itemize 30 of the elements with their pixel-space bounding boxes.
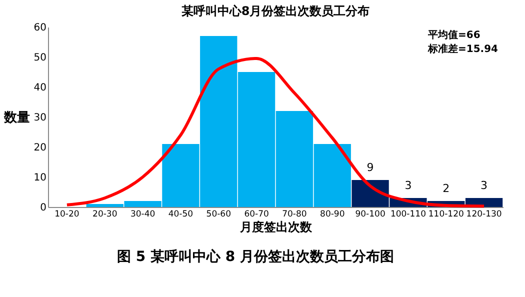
annotation: 平均值=66	[427, 29, 480, 41]
x-tick-label: 120-130	[466, 210, 502, 220]
annotation: 标准差=15.94	[427, 43, 498, 55]
data-label: 2	[442, 182, 450, 195]
y-tick-label: 20	[34, 142, 46, 154]
x-tick-label: 50-60	[206, 210, 231, 220]
y-axis-title: 数量	[2, 110, 30, 126]
x-tick-label: 40-50	[168, 210, 194, 220]
x-tick-label: 20-30	[92, 210, 118, 220]
y-tick-label: 10	[34, 172, 46, 184]
y-tick-label: 40	[34, 82, 46, 94]
x-tick-label: 30-40	[130, 210, 156, 220]
x-tick-label: 110-120	[428, 210, 464, 220]
y-tick-label: 30	[34, 112, 46, 124]
x-tick-label: 100-110	[390, 210, 426, 220]
y-tick-label: 50	[34, 52, 46, 64]
y-tick-label: 60	[34, 22, 46, 34]
data-label: 9	[366, 161, 374, 174]
x-tick-label: 60-70	[244, 210, 269, 220]
chart-title: 某呼叫中心8月份签出次数员工分布	[180, 4, 370, 18]
y-tick-label: 0	[40, 202, 46, 214]
data-label: 3	[480, 179, 488, 192]
line-series	[65, 57, 486, 208]
caption: 图 5 某呼叫中心 8 月份签出次数员工分布图	[117, 248, 394, 265]
x-tick-label: 10-20	[54, 210, 80, 220]
x-axis-title: 月度签出次数	[239, 220, 313, 234]
x-tick-label: 80-90	[320, 210, 345, 220]
x-tick-label: 70-80	[282, 210, 307, 220]
data-label: 3	[404, 179, 412, 192]
x-tick-label: 90-100	[355, 210, 386, 220]
